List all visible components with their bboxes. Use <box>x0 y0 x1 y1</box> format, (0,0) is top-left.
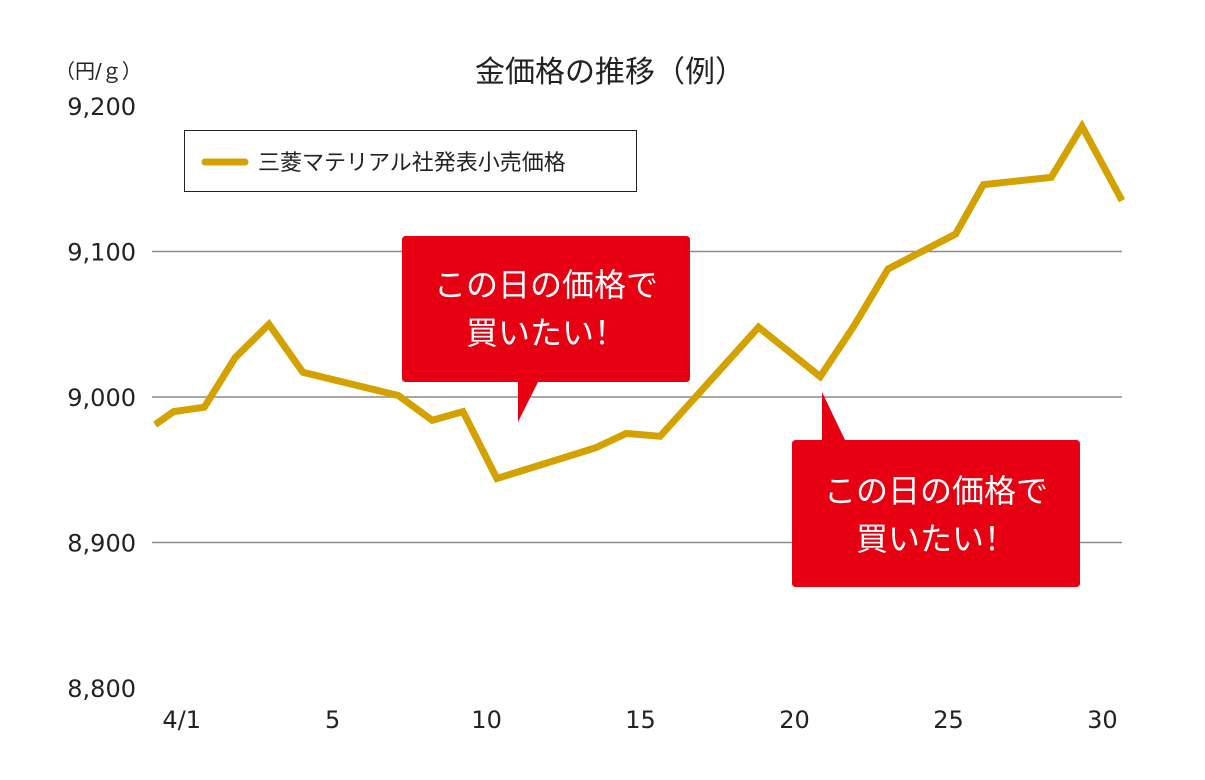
y-tick-label: 8,900 <box>67 530 136 558</box>
y-tick-label: 8,800 <box>67 675 136 703</box>
callout-1: この日の価格で 買いたい！ <box>402 236 690 422</box>
x-tick-label: 10 <box>471 706 502 734</box>
x-tick-label: 15 <box>625 706 656 734</box>
series-layer <box>153 119 1126 483</box>
x-tick-label: 4/1 <box>162 706 201 734</box>
y-tick-label: 9,100 <box>67 239 136 267</box>
callout-text-line2: 買いたい！ <box>856 520 1016 558</box>
y-tick-label: 9,200 <box>67 93 136 121</box>
series-line <box>153 119 1126 483</box>
x-tick-label: 30 <box>1087 706 1118 734</box>
x-tick-label: 25 <box>933 706 964 734</box>
legend-box <box>184 130 637 192</box>
x-tick-label: 20 <box>779 706 810 734</box>
callout-bubble <box>792 392 1080 587</box>
y-tick-label: 9,000 <box>67 384 136 412</box>
legend-label: 三菱マテリアル社発表小売価格 <box>258 151 566 176</box>
callout-text-line2: 買いたい！ <box>466 314 626 352</box>
callout-text-line1: この日の価格で <box>824 472 1048 510</box>
callout-text-line1: この日の価格で <box>434 266 658 304</box>
y-axis-unit: （円/ｇ） <box>55 59 142 83</box>
chart-title: 金価格の推移（例） <box>475 55 745 90</box>
callout-2: この日の価格で 買いたい！ <box>792 392 1080 587</box>
legend: 三菱マテリアル社発表小売価格 <box>184 130 637 192</box>
y-tick-labels: 9,200 9,100 9,000 8,900 8,800 <box>67 93 136 703</box>
x-tick-labels: 4/1 5 10 15 20 25 30 <box>162 706 1117 734</box>
x-tick-label: 5 <box>325 706 340 734</box>
callout-bubble <box>402 236 690 422</box>
